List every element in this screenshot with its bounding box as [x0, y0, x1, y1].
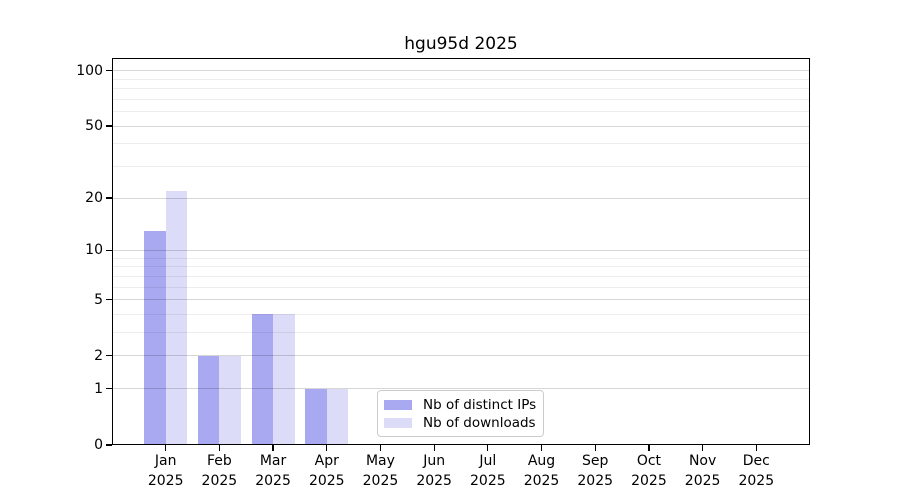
- x-axis-tick-label: Aug 2025: [523, 453, 560, 489]
- gridline-minor: [112, 88, 810, 90]
- legend-item-downloads: Nb of downloads: [384, 414, 543, 431]
- x-axis-tick-label: Oct 2025: [631, 453, 667, 489]
- y-axis-tick: [106, 70, 112, 72]
- x-axis-tick: [165, 445, 167, 451]
- gridline-minor: [112, 266, 810, 268]
- x-axis-tick: [272, 445, 274, 451]
- gridline-minor: [112, 165, 810, 167]
- gridline-minor: [112, 143, 810, 145]
- gridline-minor: [112, 332, 810, 334]
- y-axis-tick-label: 50: [85, 118, 103, 135]
- bar-mar-downloads: [273, 314, 295, 445]
- bar-feb-distinct-ips: [197, 355, 220, 445]
- x-axis-tick-label: Feb 2025: [201, 453, 238, 489]
- x-axis-tick: [755, 445, 757, 451]
- chart-title: hgu95d 2025: [404, 34, 518, 54]
- x-axis-tick-label: Nov 2025: [684, 453, 721, 489]
- y-axis-tick: [106, 299, 112, 301]
- x-axis-tick-label: Sep 2025: [577, 453, 614, 489]
- gridline-minor: [112, 275, 810, 277]
- x-axis-tick: [433, 445, 435, 451]
- bar-apr-downloads: [326, 388, 349, 445]
- legend-item-distinct-ips: Nb of distinct IPs: [384, 396, 543, 413]
- x-axis-tick-label: Apr 2025: [308, 453, 345, 489]
- x-axis-tick-label: Mar 2025: [255, 453, 291, 489]
- x-axis-tick: [648, 445, 650, 451]
- y-axis-tick: [106, 197, 112, 199]
- y-axis-tick: [106, 355, 112, 357]
- legend: Nb of distinct IPs Nb of downloads: [377, 390, 544, 437]
- legend-label-distinct-ips: Nb of distinct IPs: [423, 396, 537, 413]
- y-axis-tick-label: 5: [94, 291, 103, 308]
- y-axis-tick-label: 10: [85, 242, 103, 259]
- bar-jan-distinct-ips: [144, 230, 166, 445]
- legend-swatch-distinct-ips: [384, 399, 412, 410]
- y-axis-tick-label: 100: [76, 62, 103, 79]
- x-axis-tick-label: Jan 2025: [147, 453, 184, 489]
- gridline-minor: [112, 98, 810, 100]
- y-axis-tick: [106, 125, 112, 127]
- x-axis-tick: [379, 445, 382, 451]
- gridline-minor: [112, 111, 810, 113]
- x-axis-tick: [326, 445, 328, 451]
- gridline-major: [112, 70, 810, 72]
- bar-feb-downloads: [219, 355, 241, 445]
- x-axis-tick: [540, 445, 543, 451]
- x-axis-tick-label: Jun 2025: [416, 453, 452, 489]
- x-axis-tick: [487, 445, 489, 451]
- bar-apr-distinct-ips: [305, 388, 327, 445]
- x-axis-tick-label: Jul 2025: [470, 453, 506, 489]
- x-axis-tick: [218, 445, 220, 451]
- legend-swatch-downloads: [384, 417, 412, 428]
- y-axis-tick: [106, 249, 112, 252]
- gridline-major: [112, 249, 810, 251]
- gridline-major: [112, 299, 810, 301]
- gridline-minor: [112, 257, 810, 259]
- gridline-minor: [112, 313, 810, 315]
- y-axis-tick-label: 1: [94, 380, 103, 397]
- y-axis-tick: [106, 444, 112, 446]
- y-axis-tick: [106, 388, 112, 390]
- x-axis-tick: [702, 445, 704, 451]
- gridline-minor: [112, 286, 810, 288]
- gridline-minor: [112, 78, 810, 80]
- x-axis-tick: [594, 445, 596, 451]
- bar-jan-downloads: [165, 190, 188, 445]
- bar-mar-distinct-ips: [251, 314, 274, 445]
- y-axis-tick-label: 0: [94, 437, 103, 453]
- gridline-major: [112, 125, 810, 127]
- x-axis-tick-label: Dec 2025: [738, 453, 775, 489]
- x-axis-tick-label: May 2025: [362, 453, 399, 489]
- legend-label-downloads: Nb of downloads: [423, 414, 536, 431]
- y-axis-tick-label: 20: [85, 190, 103, 207]
- gridline-major: [112, 197, 810, 199]
- y-axis-tick-label: 2: [94, 347, 103, 364]
